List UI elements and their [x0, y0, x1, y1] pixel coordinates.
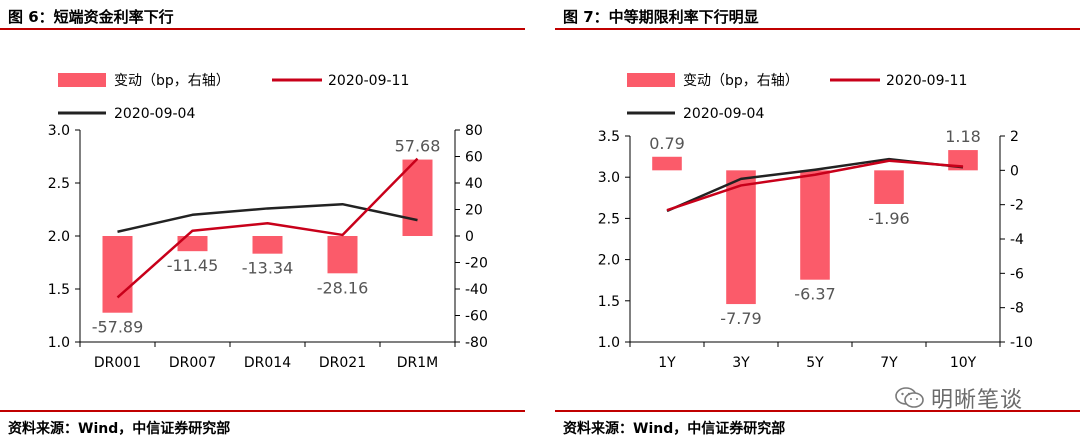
- legend: 变动（bp，右轴） 2020-09-11 2020-09-04: [627, 73, 967, 122]
- chart-panel-2: 图 7：中等期限利率下行明显 变动（bp，右轴） 2020-09-11 2020-0…: [555, 0, 1080, 445]
- bar-data-label: -7.79: [720, 309, 761, 328]
- bar: [252, 236, 283, 254]
- bar-data-label: -28.16: [317, 278, 369, 297]
- bar-data-label: -6.37: [794, 285, 835, 304]
- right-tick-label: -40: [465, 282, 488, 298]
- right-tick-label: -20: [465, 256, 488, 272]
- right-tick-label: -4: [1010, 232, 1024, 248]
- x-tick-label: DR007: [169, 355, 216, 371]
- left-tick-label: 3.0: [598, 170, 620, 186]
- x-tick-label: 3Y: [732, 355, 750, 371]
- left-tick-label: 3.0: [48, 123, 70, 139]
- right-tick-label: 0: [1010, 163, 1019, 179]
- bar-data-label: 57.68: [395, 137, 441, 156]
- right-tick-label: 2: [1010, 129, 1019, 145]
- left-tick-label: 2.0: [48, 229, 70, 245]
- bar: [726, 170, 756, 305]
- right-tick-label: 0: [465, 229, 474, 245]
- right-tick-label: 60: [465, 150, 483, 166]
- bar-data-label: -11.45: [167, 256, 219, 275]
- left-tick-label: 1.0: [48, 335, 70, 351]
- right-tick-label: -2: [1010, 198, 1024, 214]
- series-line-a: [116, 157, 419, 299]
- x-tick-label: DR014: [244, 355, 291, 371]
- chart-title: 图 6：短端资金利率下行: [8, 8, 174, 26]
- legend: 变动（bp，右轴） 2020-09-11 2020-09-04: [58, 73, 409, 122]
- x-tick-label: DR001: [94, 355, 141, 371]
- right-tick-label: 80: [465, 123, 483, 139]
- bar-data-label: 0.79: [649, 134, 685, 153]
- right-tick-label: 40: [465, 176, 483, 192]
- bar: [874, 170, 904, 204]
- legend-label-bar: 变动（bp，右轴）: [683, 73, 799, 89]
- chart-title: 图 7：中等期限利率下行明显: [563, 8, 759, 26]
- legend-swatch-bar: [58, 73, 106, 87]
- right-tick-label: 20: [465, 203, 483, 219]
- wechat-logo-icon: [895, 386, 925, 410]
- top-divider: [555, 28, 1080, 30]
- chart-panel-1: 图 6：短端资金利率下行 变动（bp，右轴） 2020-09-11 2020-09-…: [0, 0, 530, 445]
- series-line-b: [117, 202, 418, 233]
- legend-label-line-b: 2020-09-04: [114, 106, 195, 122]
- bar: [800, 170, 830, 280]
- watermark: 明晰笔谈: [895, 382, 1023, 414]
- x-tick-label: 5Y: [806, 355, 824, 371]
- bar: [652, 156, 682, 171]
- bottom-divider: [555, 410, 1080, 412]
- chart-plot: 变动（bp，右轴） 2020-09-11 2020-09-04 1.0 1.5 2.0 2.…: [48, 73, 488, 371]
- source-note: 资料来源：Wind，中信证券研究部: [8, 421, 231, 437]
- bar: [177, 236, 208, 252]
- right-tick-label: -80: [465, 335, 488, 351]
- x-tick-label: 10Y: [950, 355, 977, 371]
- left-tick-label: 1.5: [48, 282, 70, 298]
- x-tick-label: DR021: [319, 355, 366, 371]
- legend-label-bar: 变动（bp，右轴）: [114, 73, 230, 89]
- bottom-divider: [0, 410, 525, 412]
- legend-label-line-a: 2020-09-11: [328, 73, 409, 89]
- top-divider: [0, 28, 525, 30]
- source-note: 资料来源：Wind，中信证券研究部: [563, 421, 786, 437]
- bar-data-label: -57.89: [92, 318, 144, 337]
- bar: [327, 236, 358, 274]
- bar: [102, 236, 133, 313]
- bar-data-label: 1.18: [945, 127, 981, 146]
- chart-plot: 变动（bp，右轴） 2020-09-11 2020-09-04 1.0 1.5 2.0 2.…: [598, 73, 1033, 371]
- legend-label-line-b: 2020-09-04: [683, 106, 764, 122]
- left-tick-label: 2.5: [48, 176, 70, 192]
- left-tick-label: 1.0: [598, 335, 620, 351]
- bar: [402, 159, 433, 236]
- right-tick-label: -6: [1010, 266, 1024, 282]
- bar-data-label: -1.96: [868, 209, 909, 228]
- series-line-a: [666, 159, 964, 212]
- right-tick-label: -60: [465, 309, 488, 325]
- bar-data-label: -13.34: [242, 259, 294, 278]
- left-tick-label: 1.5: [598, 294, 620, 310]
- watermark-text: 明晰笔谈: [931, 388, 1024, 413]
- x-tick-label: 7Y: [880, 355, 898, 371]
- legend-swatch-bar: [627, 73, 675, 87]
- left-tick-label: 2.0: [598, 253, 620, 269]
- x-tick-label: DR1M: [397, 355, 439, 371]
- x-tick-label: 1Y: [658, 355, 676, 371]
- legend-label-line-a: 2020-09-11: [886, 73, 967, 89]
- right-tick-label: -8: [1010, 301, 1024, 317]
- left-tick-label: 2.5: [598, 211, 620, 227]
- right-tick-label: -10: [1010, 335, 1033, 351]
- left-tick-label: 3.5: [598, 129, 620, 145]
